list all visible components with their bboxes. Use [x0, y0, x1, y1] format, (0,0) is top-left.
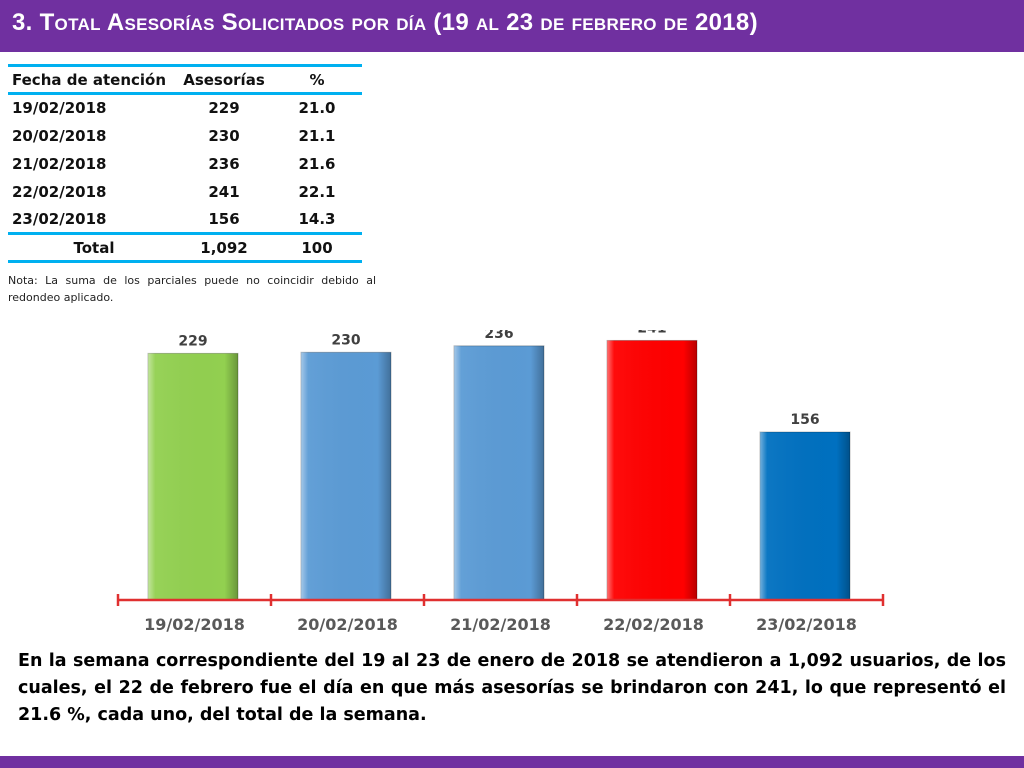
cell-count: 230 — [208, 126, 240, 145]
cell-count: 229 — [208, 99, 240, 118]
data-label-3: 236 — [484, 330, 513, 342]
bar-shading-2 — [301, 352, 391, 600]
column-header-date: Fecha de atención — [12, 70, 167, 89]
table-row: 20/02/2018 230 21.1 — [8, 122, 362, 150]
cell-percent: 22.1 — [298, 182, 336, 201]
table-total-row: Total 1,092 100 — [8, 233, 362, 262]
data-label-5: 156 — [790, 412, 819, 428]
table-row: 23/02/2018 156 14.3 — [8, 206, 362, 234]
title-bar: 3. Total Asesorías Solicitados por día (… — [0, 0, 1024, 52]
cell-date: 20/02/2018 — [12, 126, 107, 145]
cell-percent: 21.1 — [298, 126, 336, 145]
table-header-row: Fecha de atención Asesorías % — [8, 65, 362, 94]
cell-date: 22/02/2018 — [12, 182, 107, 201]
tick-label-3: 21/02/2018 — [450, 615, 551, 634]
data-label-1: 229 — [178, 333, 207, 349]
bottom-bar — [0, 756, 1024, 768]
bar-shading-1 — [148, 353, 238, 600]
cell-count: 156 — [208, 209, 240, 228]
table-row: 21/02/2018 236 21.6 — [8, 150, 362, 178]
data-label-4: 241 — [637, 330, 666, 336]
total-count: 1,092 — [200, 238, 248, 257]
tick-label-4: 22/02/2018 — [603, 615, 704, 634]
bar-chart: 229 19/02/2018 230 20/02/2018 236 21/02/2018 2… — [116, 330, 885, 634]
cell-date: 21/02/2018 — [12, 154, 107, 173]
summary-text: En la semana correspondiente del 19 al 2… — [18, 651, 1006, 725]
table-note: Nota: La suma de los parciales puede no … — [8, 274, 376, 304]
cell-count: 241 — [208, 182, 240, 201]
cell-count: 236 — [208, 154, 240, 173]
bar-shading-4 — [607, 340, 697, 600]
cell-percent: 21.6 — [298, 154, 336, 173]
tick-label-1: 19/02/2018 — [144, 615, 245, 634]
cell-date: 19/02/2018 — [12, 99, 107, 118]
tick-label-2: 20/02/2018 — [297, 615, 398, 634]
cell-percent: 14.3 — [298, 209, 336, 228]
page-title: 3. Total Asesorías Solicitados por día (… — [12, 9, 758, 36]
cell-date: 23/02/2018 — [12, 209, 107, 228]
column-header-percent: % — [309, 70, 325, 89]
cell-percent: 21.0 — [298, 99, 336, 118]
bar-shading-3 — [454, 345, 544, 600]
tick-label-5: 23/02/2018 — [756, 615, 857, 634]
total-percent: 100 — [301, 238, 333, 257]
data-table: Fecha de atención Asesorías % 19/02/2018… — [8, 64, 362, 263]
bar-shading-5 — [760, 432, 850, 600]
table-row: 22/02/2018 241 22.1 — [8, 178, 362, 206]
table-row: 19/02/2018 229 21.0 — [8, 94, 362, 122]
column-header-count: Asesorías — [183, 70, 265, 89]
data-label-2: 230 — [331, 332, 360, 348]
total-label: Total — [73, 238, 115, 257]
